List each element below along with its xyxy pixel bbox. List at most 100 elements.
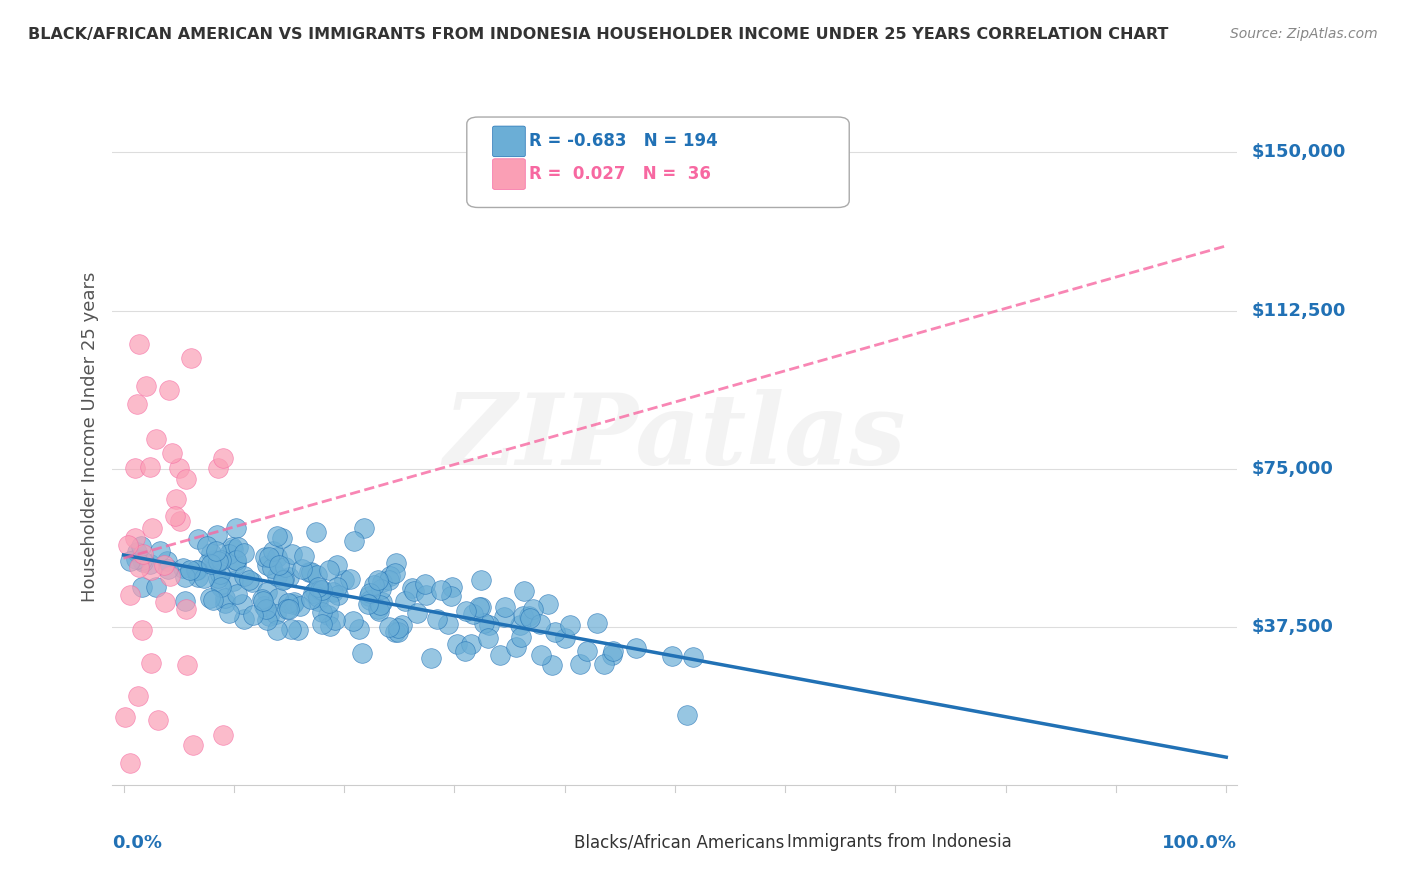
Point xyxy=(256,613,278,627)
Point xyxy=(160,446,183,460)
Point xyxy=(118,756,141,771)
Point xyxy=(624,640,647,655)
Point xyxy=(291,562,314,576)
Point xyxy=(153,558,176,572)
Point xyxy=(222,542,245,557)
Point xyxy=(353,521,375,535)
Point xyxy=(391,618,413,632)
Point xyxy=(440,580,463,594)
Point xyxy=(266,549,288,564)
Point xyxy=(440,589,463,603)
Point xyxy=(394,594,416,608)
Point xyxy=(183,738,205,752)
Point xyxy=(269,558,291,572)
Point xyxy=(138,460,160,475)
Point xyxy=(437,617,460,632)
Point xyxy=(131,624,153,638)
Point xyxy=(529,616,551,631)
Point xyxy=(125,545,148,559)
Point xyxy=(477,631,499,645)
Point xyxy=(238,573,260,587)
Point xyxy=(378,619,401,633)
Point xyxy=(307,580,329,594)
Point xyxy=(250,591,273,606)
Point xyxy=(200,546,222,560)
Point xyxy=(209,552,232,566)
Point xyxy=(169,514,191,528)
Point xyxy=(232,546,254,560)
Point xyxy=(156,562,179,576)
Point xyxy=(173,570,195,584)
Point xyxy=(492,609,515,624)
Point xyxy=(304,584,326,599)
Point xyxy=(299,566,322,580)
Point xyxy=(470,573,492,587)
Point xyxy=(141,656,163,670)
Point xyxy=(233,569,256,583)
Point xyxy=(176,658,198,673)
Point xyxy=(342,614,364,628)
Text: $37,500: $37,500 xyxy=(1251,618,1334,636)
Point xyxy=(167,461,190,475)
Point xyxy=(131,553,153,567)
Point xyxy=(363,577,385,591)
Point xyxy=(298,566,321,580)
Point xyxy=(174,472,197,486)
Text: R = -0.683   N = 194: R = -0.683 N = 194 xyxy=(529,132,717,151)
Point xyxy=(205,544,228,558)
Point xyxy=(187,570,209,584)
Point xyxy=(326,580,349,594)
Point xyxy=(460,637,482,651)
Point xyxy=(541,658,564,673)
Text: $75,000: $75,000 xyxy=(1251,459,1334,478)
Point xyxy=(193,571,215,585)
Point xyxy=(311,582,333,597)
Point xyxy=(568,657,591,672)
Point xyxy=(586,616,609,631)
Point xyxy=(278,602,301,616)
Point xyxy=(198,591,221,606)
Point xyxy=(343,533,366,548)
Point xyxy=(266,529,288,543)
Point xyxy=(221,541,243,555)
Point xyxy=(446,637,468,651)
Point xyxy=(201,593,224,607)
Point xyxy=(352,646,374,660)
Point xyxy=(510,630,533,644)
Point xyxy=(682,649,704,664)
Point xyxy=(357,589,380,603)
Point xyxy=(157,383,180,397)
Point xyxy=(273,559,295,574)
Point xyxy=(311,617,333,632)
Point xyxy=(135,378,157,392)
Point xyxy=(225,521,247,535)
Point xyxy=(132,547,155,561)
Point xyxy=(225,553,247,567)
Point xyxy=(307,590,329,604)
Point xyxy=(225,587,247,601)
Point xyxy=(240,575,263,590)
Point xyxy=(153,595,176,609)
Point xyxy=(159,569,181,583)
Text: $150,000: $150,000 xyxy=(1251,144,1347,161)
Point xyxy=(305,568,328,582)
Point xyxy=(271,532,294,546)
Point xyxy=(271,573,294,587)
Point xyxy=(600,648,623,662)
Point xyxy=(139,564,162,578)
Point xyxy=(467,599,489,614)
Point xyxy=(118,588,141,602)
Point xyxy=(202,553,225,567)
Point xyxy=(127,397,149,411)
Point xyxy=(214,591,236,605)
Point xyxy=(232,612,254,626)
Point xyxy=(489,648,512,662)
Point xyxy=(131,580,153,594)
Text: 0.0%: 0.0% xyxy=(112,834,163,852)
Y-axis label: Householder Income Under 25 years: Householder Income Under 25 years xyxy=(80,272,98,602)
Point xyxy=(145,432,167,446)
FancyBboxPatch shape xyxy=(537,829,571,856)
Point xyxy=(347,622,370,636)
Point xyxy=(267,591,290,605)
Point xyxy=(454,643,477,657)
